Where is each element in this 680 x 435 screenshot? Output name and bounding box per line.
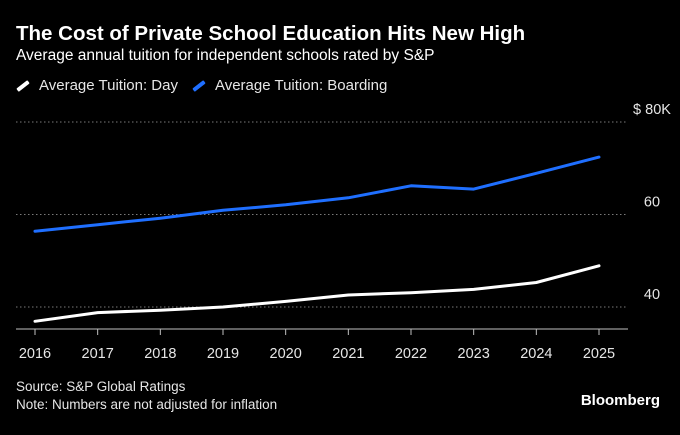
- x-tick-label: 2022: [395, 346, 427, 362]
- x-tick-label: 2018: [144, 346, 176, 362]
- legend-swatch-boarding: [192, 79, 206, 92]
- x-tick-label: 2017: [82, 346, 114, 362]
- footer: Source: S&P Global Ratings Note: Numbers…: [16, 378, 277, 414]
- chart-title: The Cost of Private School Education Hit…: [16, 22, 526, 45]
- y-tick-label: 60: [644, 195, 660, 211]
- legend-swatch-day: [16, 79, 30, 92]
- source-note: Source: S&P Global Ratings: [16, 379, 186, 394]
- series-line-day: [33, 264, 601, 323]
- y-tick-label: $ 80K: [633, 102, 671, 118]
- inflation-note: Note: Numbers are not adjusted for infla…: [16, 397, 278, 412]
- legend-label-boarding: Average Tuition: Boarding: [214, 77, 388, 94]
- x-tick-label: 2023: [458, 346, 490, 362]
- series-line-boarding: [33, 155, 601, 233]
- bloomberg-logo: Bloomberg: [580, 392, 660, 409]
- chart-subtitle: Average annual tuition for independent s…: [16, 47, 435, 64]
- x-tick-label: 2024: [520, 346, 552, 362]
- x-tick-label: 2019: [207, 346, 239, 362]
- x-axis: 2016 2017 2018 2019 2020 2021 2022 2023 2024 2025: [16, 328, 628, 362]
- series-layer: [33, 155, 601, 323]
- x-tick-label: 2020: [270, 346, 302, 362]
- legend-item-day: Average Tuition: Day: [16, 77, 178, 94]
- legend-item-boarding: Average Tuition: Boarding: [192, 77, 387, 94]
- y-tick-label: 40: [644, 287, 660, 303]
- gridlines: 40 60 $ 80K: [16, 102, 671, 308]
- x-tick-label: 2016: [19, 346, 51, 362]
- legend: Average Tuition: Day Average Tuition: Bo…: [16, 77, 401, 94]
- legend-label-day: Average Tuition: Day: [39, 77, 178, 94]
- x-tick-label: 2025: [583, 346, 615, 362]
- x-tick-label: 2021: [332, 346, 364, 362]
